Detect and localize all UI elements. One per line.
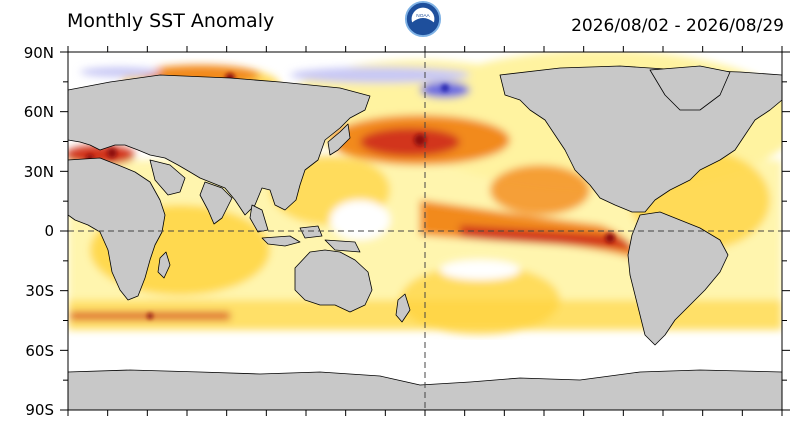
lat-label-30n: 30N xyxy=(23,163,54,181)
lat-label-90s: 90S xyxy=(25,401,54,419)
north-america xyxy=(499,65,782,213)
lat-label-90n: 90N xyxy=(23,44,54,62)
svg-text:NOAA: NOAA xyxy=(416,13,430,19)
lat-label-30s: 30S xyxy=(25,282,54,300)
australia xyxy=(294,249,373,313)
new-zealand xyxy=(395,293,411,323)
lat-label-0: 0 xyxy=(44,222,54,240)
indonesia xyxy=(261,235,301,247)
map-title: Monthly SST Anomaly xyxy=(67,10,275,32)
japan xyxy=(327,123,351,156)
eurasia xyxy=(68,74,371,216)
madagascar xyxy=(157,251,171,279)
lat-label-60n: 60N xyxy=(23,103,54,121)
lat-label-60s: 60S xyxy=(25,342,54,360)
india xyxy=(199,181,233,225)
noaa-logo: NOAA xyxy=(404,0,442,38)
date-range: 2026/08/02 - 2026/08/29 xyxy=(571,16,784,36)
antarctica xyxy=(68,369,782,410)
land-masses xyxy=(68,65,782,410)
greenland xyxy=(649,65,731,111)
arabia xyxy=(149,159,186,196)
axis-ticks xyxy=(60,46,790,416)
africa xyxy=(68,157,166,301)
south-america xyxy=(627,211,729,346)
